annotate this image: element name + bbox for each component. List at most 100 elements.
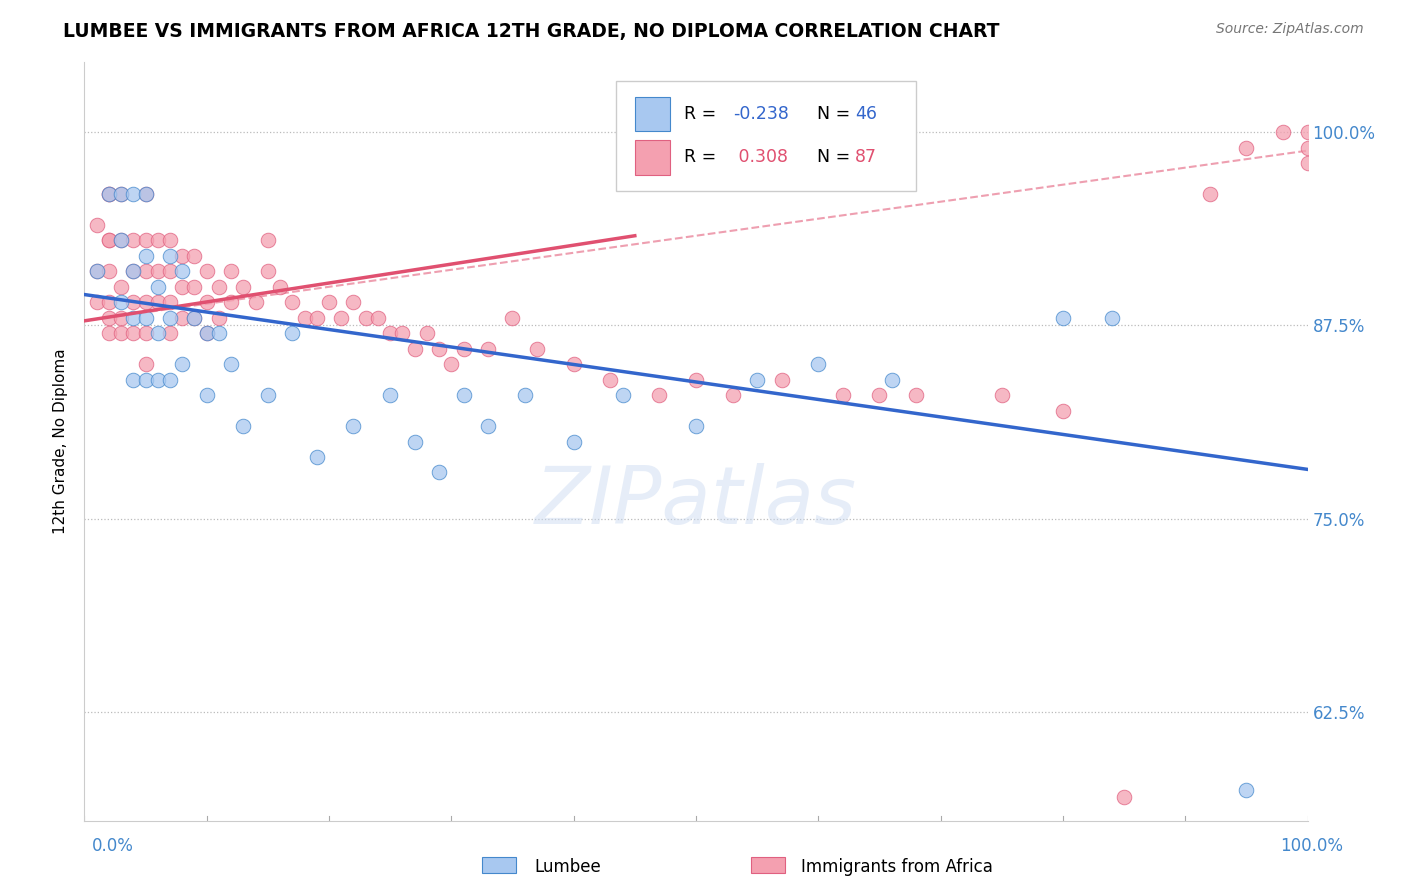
Point [404,342,426,356]
Point [342,419,364,434]
Point [122,264,145,278]
Point [330,310,353,325]
Point [612,388,634,402]
Point [122,310,145,325]
Point [1236,140,1258,154]
Point [453,388,475,402]
Point [172,249,194,263]
Point [135,249,157,263]
Point [183,280,205,294]
Point [183,310,205,325]
Point [122,295,145,310]
Point [195,264,218,278]
Point [159,295,181,310]
Point [146,373,169,387]
Point [159,249,181,263]
Point [110,233,132,247]
Point [1052,310,1074,325]
Point [195,326,218,341]
Point [146,264,169,278]
Point [146,233,169,247]
Point [1114,790,1136,805]
Point [172,280,194,294]
Point [367,310,389,325]
Point [110,280,132,294]
Point [269,280,291,294]
Point [685,373,707,387]
Point [135,310,157,325]
Point [97,264,120,278]
FancyBboxPatch shape [482,857,516,873]
Point [159,264,181,278]
Point [502,310,524,325]
Point [110,186,132,201]
Point [110,186,132,201]
Point [1198,186,1220,201]
Point [135,357,157,371]
Point [1296,156,1319,170]
Point [453,342,475,356]
Point [195,326,218,341]
Text: LUMBEE VS IMMIGRANTS FROM AFRICA 12TH GRADE, NO DIPLOMA CORRELATION CHART: LUMBEE VS IMMIGRANTS FROM AFRICA 12TH GR… [63,22,1000,41]
Point [159,373,181,387]
Point [122,264,145,278]
Point [807,357,830,371]
Point [685,419,707,434]
Point [219,295,242,310]
Text: Immigrants from Africa: Immigrants from Africa [801,858,993,876]
Point [208,310,231,325]
Point [135,326,157,341]
Point [305,310,328,325]
Text: N =: N = [806,105,856,123]
Point [97,295,120,310]
Point [110,326,132,341]
Point [513,388,536,402]
Point [135,186,157,201]
Point [122,186,145,201]
Point [195,295,218,310]
Point [880,373,903,387]
Point [97,310,120,325]
Point [721,388,744,402]
Point [97,233,120,247]
Point [208,280,231,294]
Point [380,326,402,341]
Point [183,310,205,325]
Point [97,186,120,201]
Point [159,310,181,325]
Point [380,388,402,402]
Point [1101,310,1123,325]
Text: Source: ZipAtlas.com: Source: ZipAtlas.com [1216,22,1364,37]
Point [477,342,499,356]
Point [526,342,548,356]
Point [232,419,254,434]
Point [146,295,169,310]
Text: R =: R = [683,148,721,166]
Point [477,419,499,434]
Point [172,310,194,325]
FancyBboxPatch shape [636,140,671,175]
Point [97,186,120,201]
Text: ZIPatlas: ZIPatlas [534,463,858,541]
Point [427,342,450,356]
Point [97,186,120,201]
Text: R =: R = [683,105,721,123]
Point [172,264,194,278]
Point [219,357,242,371]
Text: 0.0%: 0.0% [91,837,134,855]
Y-axis label: 12th Grade, No Diploma: 12th Grade, No Diploma [53,349,69,534]
Point [122,233,145,247]
Point [86,264,108,278]
Point [281,326,304,341]
Point [648,388,671,402]
Point [146,326,169,341]
Point [427,466,450,480]
Point [86,264,108,278]
Point [122,373,145,387]
Point [770,373,793,387]
FancyBboxPatch shape [636,96,671,131]
Point [172,357,194,371]
Point [305,450,328,464]
Point [416,326,439,341]
Point [245,295,267,310]
